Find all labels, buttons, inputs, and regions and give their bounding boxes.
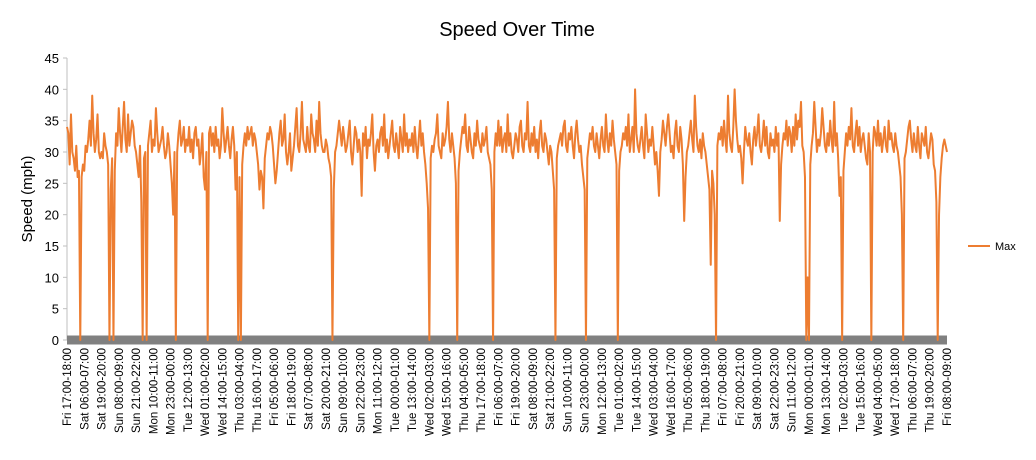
x-tick-label: Thu 19:00-20:00 (925, 348, 937, 432)
x-tick-label: Fri 19:00-20:00 (511, 348, 523, 426)
x-tick-label: Tue 01:00-02:00 (614, 348, 626, 432)
y-axis-label: Speed (mph) (19, 156, 36, 243)
y-tick-label: 5 (52, 302, 59, 317)
x-tick-label: Fri 17:00-18:00 (62, 348, 74, 426)
x-tick-label: Sat 07:00-08:00 (304, 348, 316, 430)
x-tick-label: Sun 23:00-00:00 (580, 348, 592, 433)
x-tick-label: Thu 03:00-04:00 (235, 348, 247, 432)
x-tick-label: Wed 16:00-17:00 (666, 348, 678, 436)
x-tick-label: Sat 22:00-23:00 (769, 348, 781, 430)
y-tick-label: 15 (45, 239, 59, 254)
x-tick-label: Sun 09:00-10:00 (338, 348, 350, 433)
x-tick-label: Sun 10:00-11:00 (562, 348, 574, 432)
x-tick-label: Fri 20:00-21:00 (735, 348, 747, 426)
x-tick-label: Fri 05:00-06:00 (269, 348, 281, 426)
x-tick-label: Sat 21:00-22:00 (545, 348, 557, 430)
x-tick-label: Wed 03:00-04:00 (649, 348, 661, 436)
x-tick-label: Mon 12:00-13:00 (597, 348, 609, 435)
x-tick-label: Wed 17:00-18:00 (890, 348, 902, 436)
x-tick-label: Sat 06:00-07:00 (79, 348, 91, 430)
x-tick-label: Sat 09:00-10:00 (752, 348, 764, 430)
chart-title: Speed Over Time (439, 19, 595, 41)
x-tick-label: Wed 04:00-05:00 (873, 348, 885, 436)
x-tick-label: Fri 06:00-07:00 (493, 348, 505, 426)
x-tick-label: Sun 22:00-23:00 (355, 348, 367, 433)
x-tick-label: Sat 19:00-20:00 (97, 348, 109, 430)
x-tick-label: Fri 07:00-08:00 (718, 348, 730, 426)
legend-label: Max (995, 241, 1016, 253)
x-tick-label: Sun 21:00-22:00 (131, 348, 143, 433)
x-tick-label: Sun 08:00-09:00 (114, 348, 126, 433)
x-tick-label: Wed 01:00-02:00 (200, 348, 212, 436)
x-tick-label: Wed 02:00-03:00 (424, 348, 436, 436)
y-tick-label: 25 (45, 176, 59, 191)
x-tick-label: Thu 05:00-06:00 (683, 348, 695, 432)
x-tick-label: Mon 23:00-00:00 (166, 348, 178, 435)
x-tick-label: Mon 11:00-12:00 (373, 348, 385, 434)
x-tick-label: Thu 17:00-18:00 (476, 348, 488, 432)
y-tick-label: 20 (45, 208, 59, 223)
y-tick-label: 30 (45, 145, 59, 160)
x-tick-label: Thu 16:00-17:00 (252, 348, 264, 432)
x-tick-label: Wed 14:00-15:00 (217, 348, 229, 436)
x-tick-label: Tue 14:00-15:00 (631, 348, 643, 432)
x-tick-label: Thu 06:00-07:00 (907, 348, 919, 432)
x-tick-label: Sun 11:00-12:00 (787, 348, 799, 432)
x-tick-label: Thu 18:00-19:00 (700, 348, 712, 432)
x-tick-label: Tue 12:00-13:00 (183, 348, 195, 432)
series-line (66, 88, 948, 341)
x-tick-label: Tue 00:00-01:00 (390, 348, 402, 432)
x-tick-label: Sat 20:00-21:00 (321, 348, 333, 430)
y-tick-label: 45 (45, 51, 59, 66)
y-tick-label: 35 (45, 114, 59, 129)
x-tick-label: Tue 13:00-14:00 (407, 348, 419, 432)
x-tick-label: Mon 13:00-14:00 (821, 348, 833, 435)
x-tick-label: Thu 04:00-05:00 (459, 348, 471, 432)
x-tick-label: Sat 08:00-09:00 (528, 348, 540, 430)
x-tick-label: Mon 00:00-01:00 (804, 348, 816, 435)
x-tick-label: Tue 15:00-16:00 (856, 348, 868, 432)
y-tick-label: 40 (45, 82, 59, 97)
x-tick-label: Fri 08:00-09:00 (942, 348, 954, 426)
y-tick-label: 10 (45, 270, 59, 285)
x-tick-label: Fri 18:00-19:00 (286, 348, 298, 426)
x-tick-label: Tue 02:00-03:00 (838, 348, 850, 432)
x-tick-label: Wed 15:00-16:00 (442, 348, 454, 436)
x-tick-label: Mon 10:00-11:00 (148, 348, 160, 434)
y-tick-label: 0 (52, 333, 59, 348)
